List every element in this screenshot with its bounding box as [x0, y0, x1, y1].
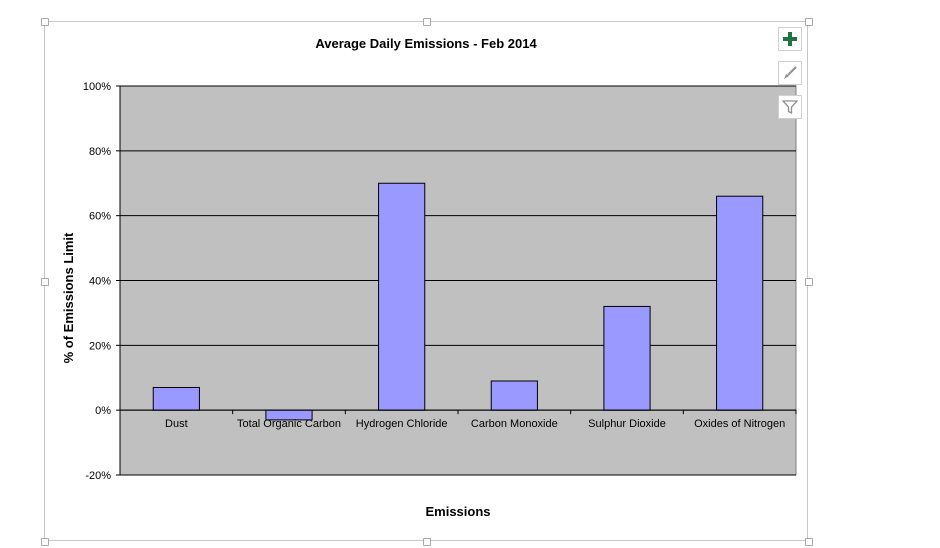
chart-filters-button[interactable] — [778, 95, 802, 119]
y-tick-label: 100% — [83, 81, 111, 93]
chart-styles-button[interactable] — [778, 61, 802, 85]
resize-handle-middle-left[interactable] — [41, 278, 49, 286]
x-tick-label: Total Organic Carbon — [237, 418, 341, 430]
y-axis-title: % of Emissions Limit — [61, 232, 76, 363]
gridlines — [120, 85, 796, 476]
bar — [490, 380, 538, 411]
bar — [378, 182, 426, 411]
x-tick-label: Oxides of Nitrogen — [694, 418, 785, 430]
y-tick-label: 60% — [89, 211, 111, 223]
resize-handle-bottom-right[interactable] — [805, 538, 813, 546]
bar — [603, 305, 651, 411]
x-tick-label: Sulphur Dioxide — [588, 418, 666, 430]
chart-title: Average Daily Emissions - Feb 2014 — [315, 36, 537, 51]
funnel-icon — [782, 100, 798, 115]
resize-handle-top-right[interactable] — [805, 18, 813, 26]
resize-handle-bottom-left[interactable] — [41, 538, 49, 546]
y-tick-label: 0% — [95, 405, 111, 417]
plus-icon — [783, 32, 797, 46]
y-tick-label: 40% — [89, 276, 111, 288]
resize-handle-top-middle[interactable] — [423, 18, 431, 26]
chart-elements-button[interactable] — [778, 27, 802, 51]
axes — [116, 85, 797, 476]
resize-handle-top-left[interactable] — [41, 18, 49, 26]
x-tick-label: Carbon Monoxide — [471, 418, 558, 430]
bar — [716, 195, 764, 411]
bar — [152, 386, 200, 411]
resize-handle-middle-right[interactable] — [805, 278, 813, 286]
brush-icon — [784, 66, 797, 79]
y-tick-label: 80% — [89, 146, 111, 158]
y-tick-label: -20% — [85, 470, 111, 482]
y-tick-label: 20% — [89, 340, 111, 352]
labels: 100% 80% 60% 40% 20% 0% -20% Dust Total Organic … — [83, 81, 785, 482]
x-tick-label: Hydrogen Chloride — [356, 418, 448, 430]
x-tick-label: Dust — [165, 418, 188, 430]
x-axis-title: Emissions — [425, 504, 490, 519]
resize-handle-bottom-middle[interactable] — [423, 538, 431, 546]
